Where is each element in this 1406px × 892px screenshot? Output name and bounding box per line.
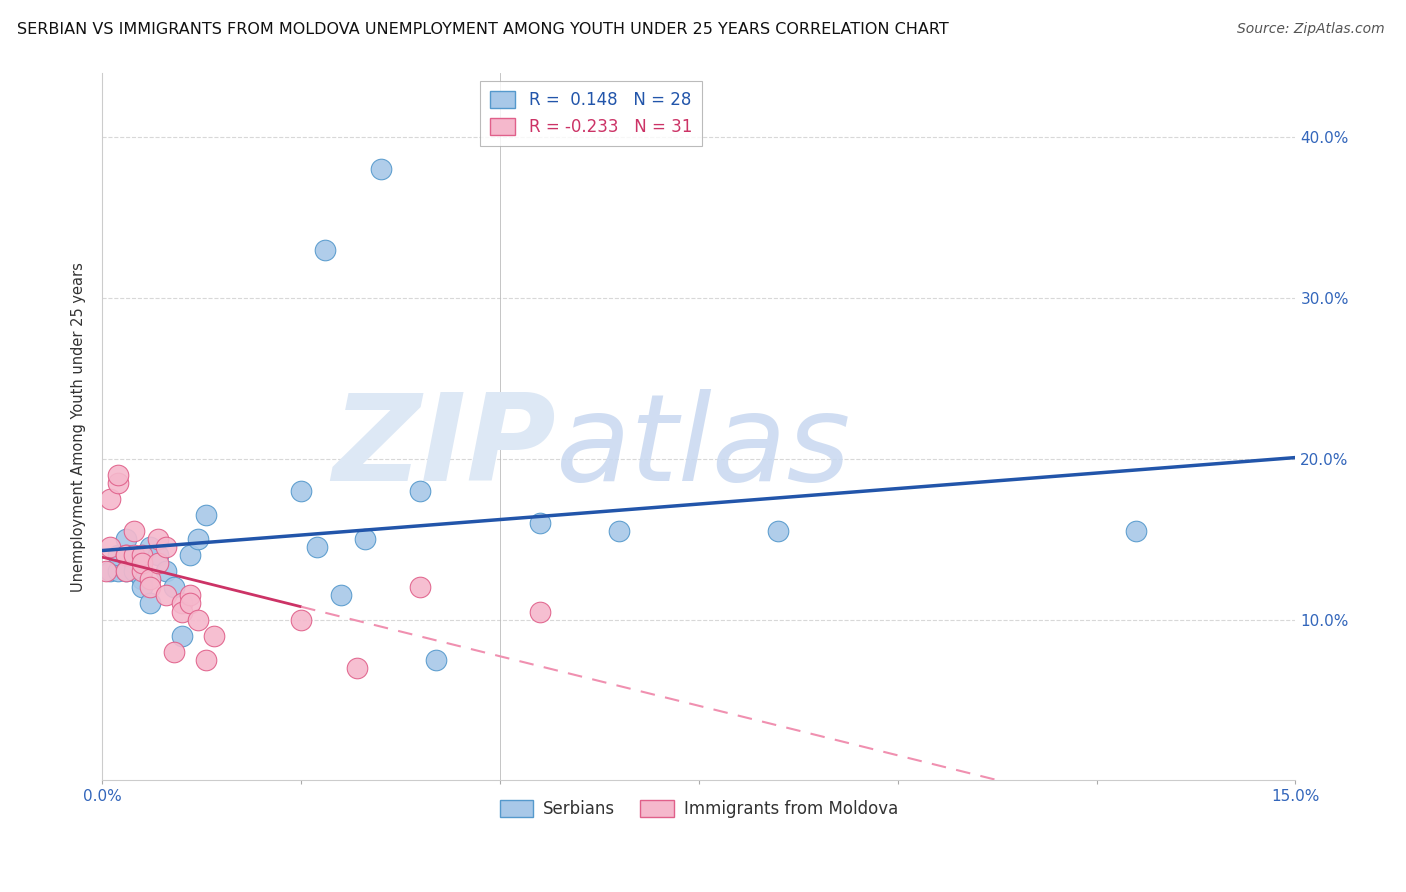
Point [290, 613, 312, 627]
Point [179, 589, 201, 603]
Point [139, 540, 162, 554]
Point [187, 613, 209, 627]
Point [115, 564, 138, 578]
Text: Source: ZipAtlas.com: Source: ZipAtlas.com [1237, 22, 1385, 37]
Point [314, 243, 336, 257]
Text: SERBIAN VS IMMIGRANTS FROM MOLDOVA UNEMPLOYMENT AMONG YOUTH UNDER 25 YEARS CORRE: SERBIAN VS IMMIGRANTS FROM MOLDOVA UNEMP… [17, 22, 949, 37]
Point [425, 653, 447, 667]
Point [139, 573, 162, 587]
Point [607, 524, 630, 538]
Point [179, 548, 201, 562]
Point [409, 483, 432, 498]
Point [146, 548, 169, 562]
Point [98, 491, 121, 506]
Point [96, 564, 118, 578]
Point [346, 661, 368, 675]
Point [170, 629, 193, 643]
Point [98, 564, 121, 578]
Point [170, 597, 193, 611]
Point [329, 589, 352, 603]
Point [122, 556, 145, 570]
Point [107, 475, 129, 490]
Point [122, 548, 145, 562]
Point [194, 653, 217, 667]
Point [155, 540, 177, 554]
Point [115, 532, 138, 546]
Point [768, 524, 790, 538]
Point [1125, 524, 1147, 538]
Point [202, 629, 225, 643]
Point [122, 564, 145, 578]
Point [131, 581, 153, 595]
Point [155, 589, 177, 603]
Y-axis label: Unemployment Among Youth under 25 years: Unemployment Among Youth under 25 years [72, 261, 86, 591]
Point [353, 532, 375, 546]
Text: ZIP: ZIP [332, 390, 555, 507]
Point [370, 162, 392, 177]
Point [155, 564, 177, 578]
Text: atlas: atlas [555, 390, 851, 507]
Point [131, 564, 153, 578]
Point [131, 556, 153, 570]
Point [529, 516, 551, 530]
Point [146, 556, 169, 570]
Point [115, 548, 138, 562]
Point [170, 605, 193, 619]
Point [122, 524, 145, 538]
Point [115, 564, 138, 578]
Point [131, 548, 153, 562]
Point [409, 581, 432, 595]
Point [163, 645, 186, 659]
Point [146, 532, 169, 546]
Legend: Serbians, Immigrants from Moldova: Serbians, Immigrants from Moldova [494, 794, 904, 825]
Point [305, 540, 328, 554]
Point [98, 540, 121, 554]
Point [187, 532, 209, 546]
Point [115, 548, 138, 562]
Point [107, 467, 129, 482]
Point [131, 573, 153, 587]
Point [529, 605, 551, 619]
Point [107, 548, 129, 562]
Point [139, 597, 162, 611]
Point [163, 581, 186, 595]
Point [139, 581, 162, 595]
Point [290, 483, 312, 498]
Point [107, 564, 129, 578]
Point [179, 597, 201, 611]
Point [194, 508, 217, 522]
